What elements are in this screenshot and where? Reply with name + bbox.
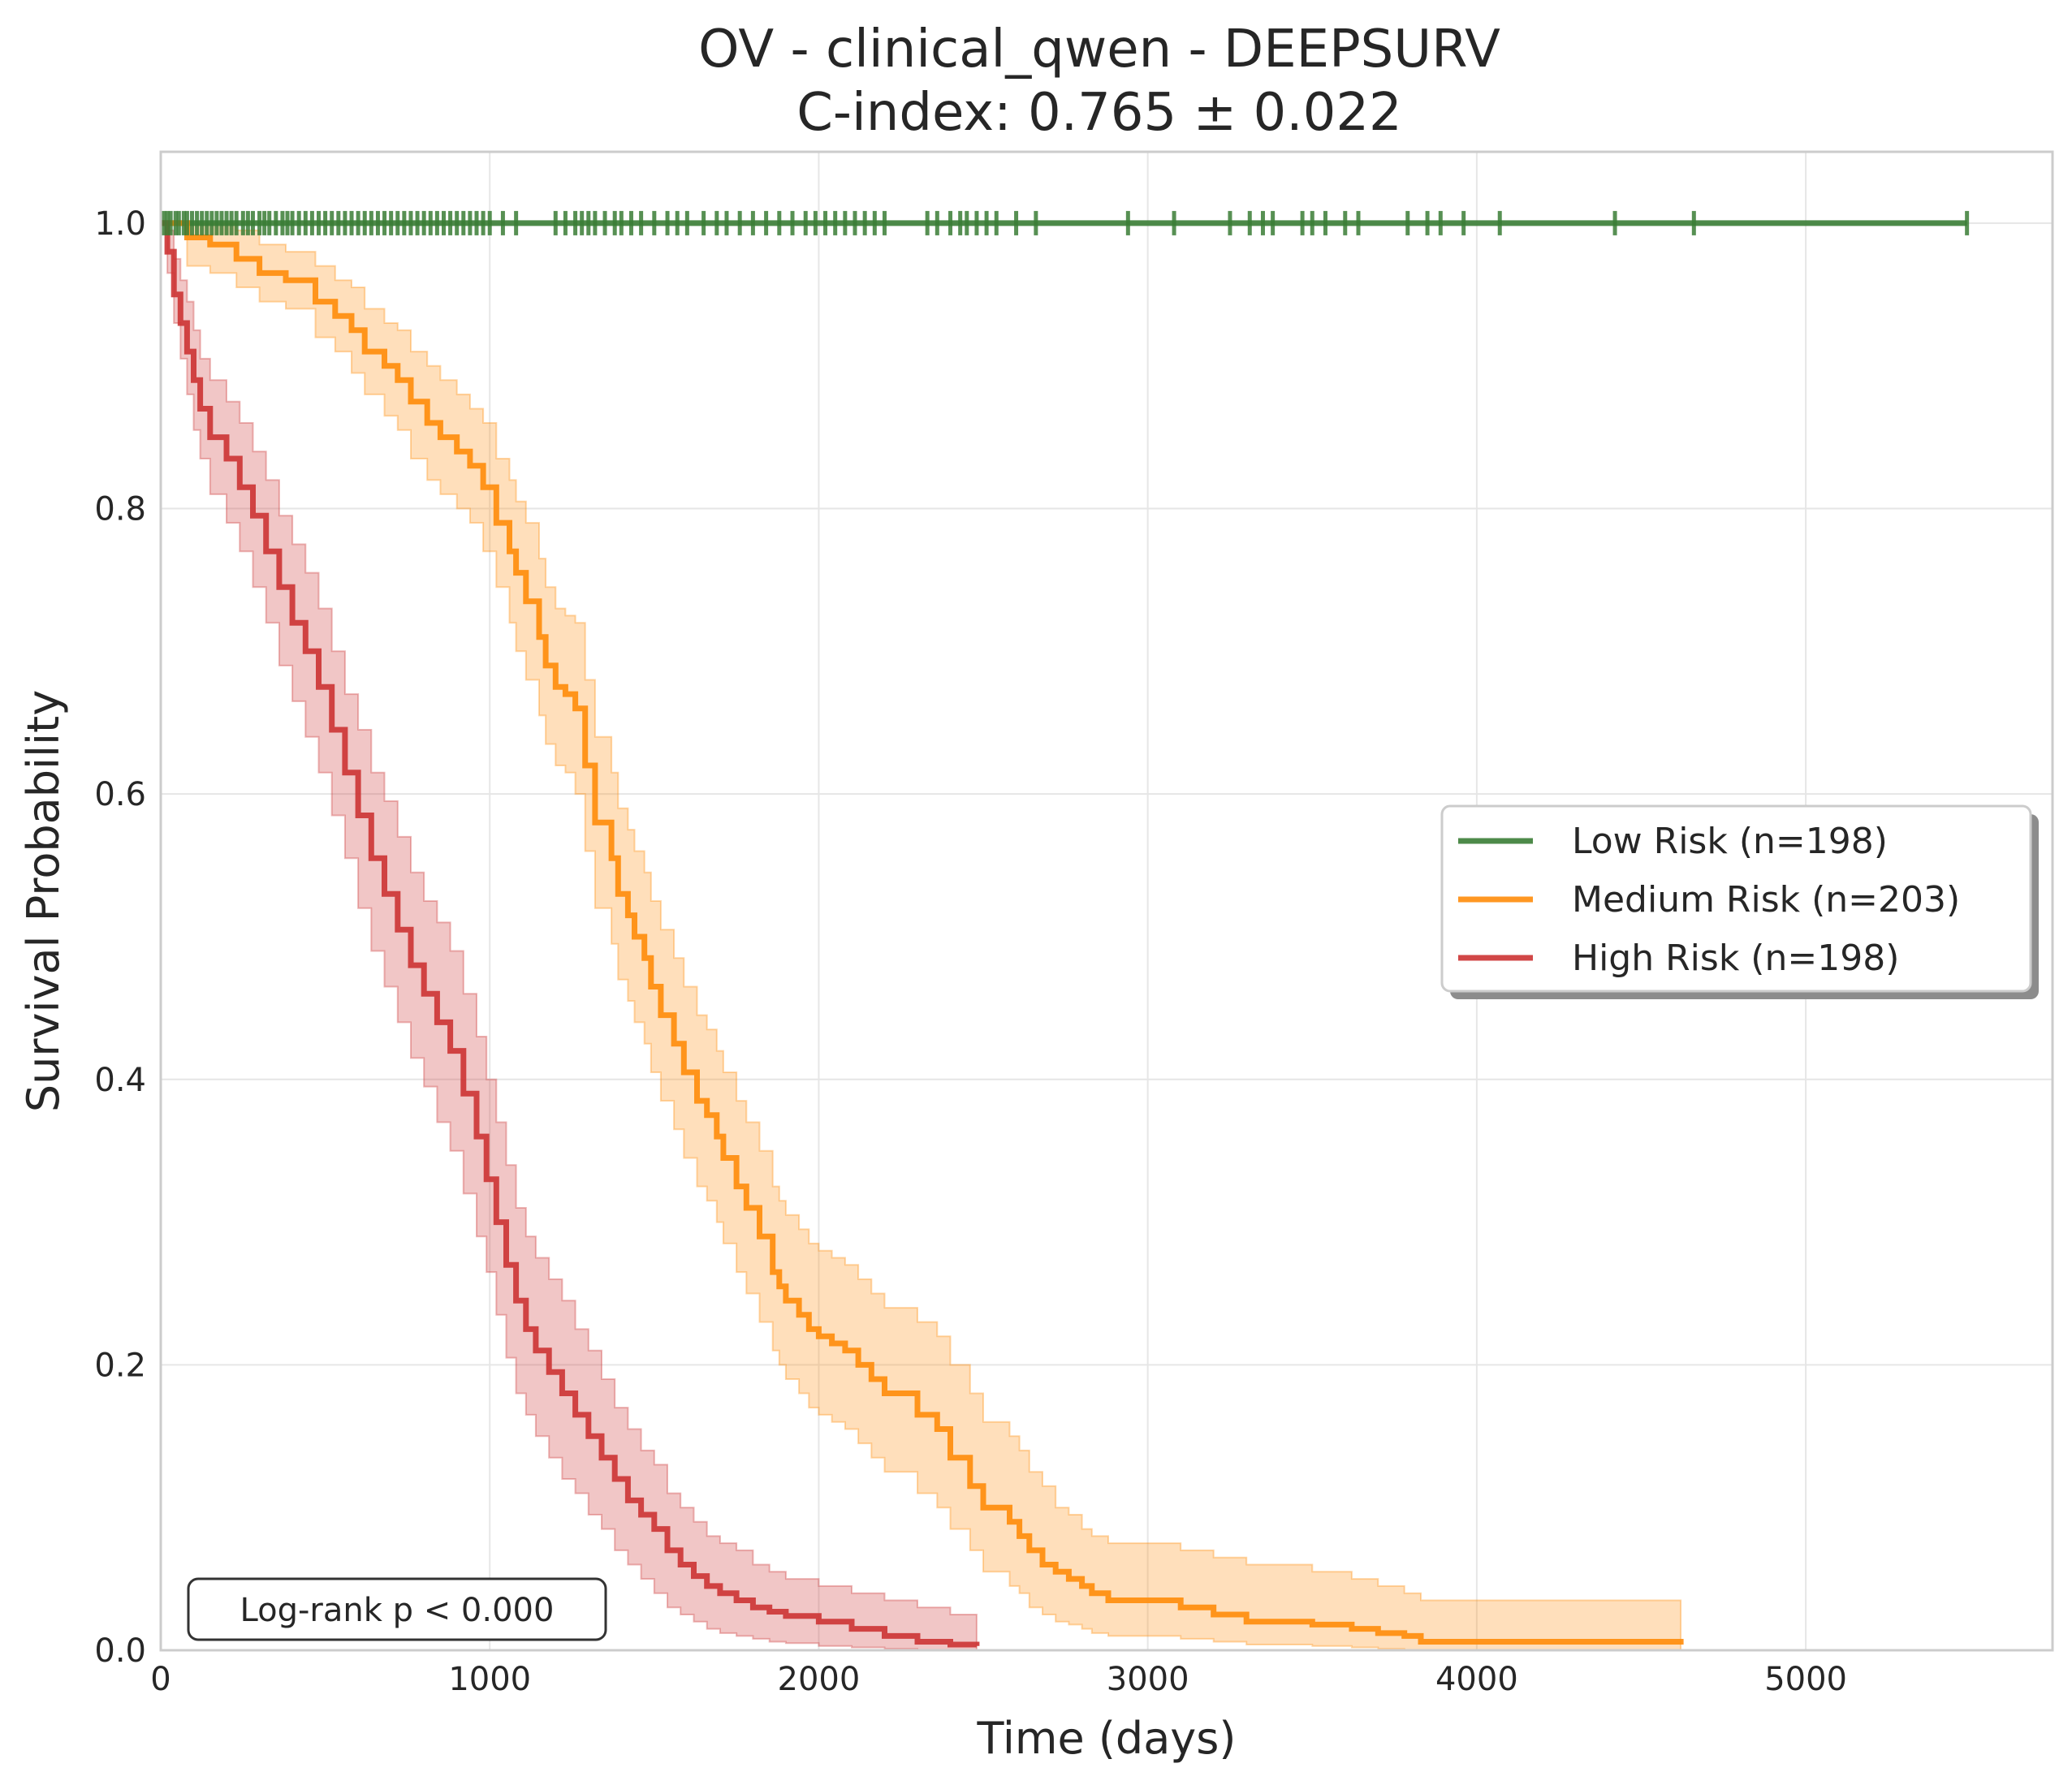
x-axis-ticks: 0 1000 2000 3000 4000 5000 (150, 1661, 1847, 1698)
legend: Low Risk (n=198) Medium Risk (n=203) High … (1440, 804, 2039, 999)
survival-line-1 (161, 220, 1684, 1645)
y-axis-ticks: 0.0 0.2 0.4 0.6 0.8 1.0 (94, 205, 146, 1670)
ci-band-1 (161, 222, 1682, 1651)
annotation-text: Log-rank p < 0.000 (240, 1592, 555, 1629)
legend-label-0: Low Risk (n=198) (1572, 821, 1888, 862)
x-axis-label: Time (days) (977, 1713, 1237, 1764)
x-tick-label-2: 2000 (778, 1661, 861, 1698)
legend-label-2: High Risk (n=198) (1572, 938, 1899, 979)
x-tick-label-5: 5000 (1764, 1661, 1847, 1698)
y-tick-label-3: 0.6 (94, 776, 146, 813)
censor-marks (162, 210, 1970, 235)
chart-title: OV - clinical_qwen - DEEPSURV (698, 19, 1500, 80)
legend-label-1: Medium Risk (n=203) (1572, 879, 1960, 921)
grid (160, 152, 2053, 1651)
x-tick-label-4: 4000 (1435, 1661, 1518, 1698)
x-tick-label-0: 0 (150, 1661, 171, 1698)
y-tick-label-4: 0.8 (94, 491, 146, 528)
y-tick-label-5: 1.0 (94, 205, 146, 243)
logrank-annotation: Log-rank p < 0.000 (187, 1577, 607, 1641)
legend-box (1440, 804, 2032, 993)
legend-items: Low Risk (n=198) Medium Risk (n=203) High … (1458, 821, 1960, 979)
annotation-box (187, 1577, 607, 1641)
ci-band-2 (161, 222, 978, 1651)
plot-frame (159, 150, 2054, 1652)
y-tick-label-2: 0.4 (94, 1062, 146, 1099)
y-axis-label: Survival Probability (18, 690, 69, 1112)
chart-subtitle: C-index: 0.765 ± 0.022 (796, 83, 1402, 143)
x-tick-label-3: 3000 (1107, 1661, 1189, 1698)
survival-line-2 (161, 220, 980, 1648)
x-tick-label-1: 1000 (448, 1661, 531, 1698)
y-tick-label-1: 0.2 (94, 1347, 146, 1384)
y-tick-label-0: 0.0 (94, 1632, 146, 1670)
confidence-bands (161, 222, 1682, 1651)
